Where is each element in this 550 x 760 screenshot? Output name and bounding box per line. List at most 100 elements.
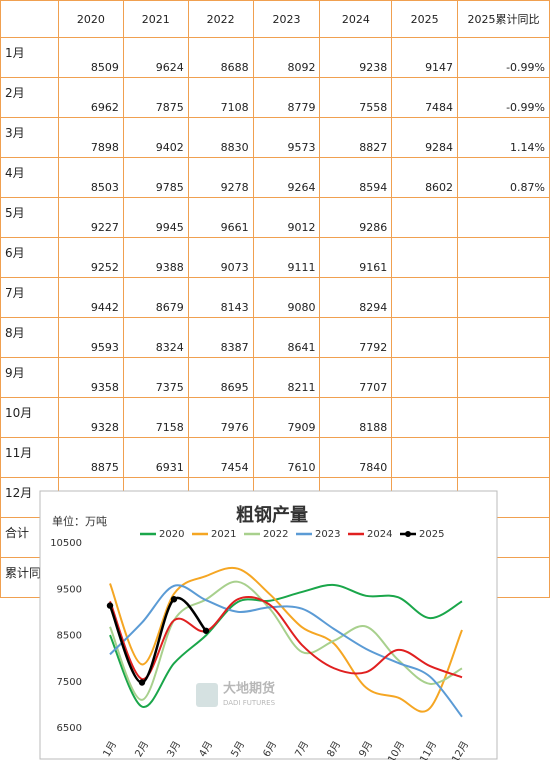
table-cell: 3月 <box>0 117 59 158</box>
table-cell <box>457 197 550 238</box>
table-cell: 9284 <box>391 117 459 158</box>
series-marker <box>106 602 114 609</box>
series-line <box>108 596 207 684</box>
table-cell: 9593 <box>57 317 124 358</box>
table-cell: 7898 <box>57 117 124 158</box>
table-cell: 8875 <box>57 437 124 478</box>
table-cell: 9111 <box>252 237 321 278</box>
table-cell: 8827 <box>319 117 393 158</box>
table-cell <box>457 397 550 438</box>
series-marker <box>138 679 146 686</box>
table-cell: 9402 <box>122 117 189 158</box>
table-cell: 0.87% <box>457 157 550 198</box>
unit-label: 单位：万吨 <box>52 514 107 528</box>
chart-title: 粗钢产量 <box>236 504 308 526</box>
table-cell <box>0 0 59 38</box>
watermark-logo <box>196 683 218 707</box>
table-cell: 9238 <box>319 37 393 78</box>
legend-label: 2023 <box>315 529 340 540</box>
chart: 粗钢产量 单位：万吨 大地期货 DADI FUTURES 6500 7500 850… <box>39 490 498 760</box>
legend-label: 2025 <box>419 529 444 540</box>
table-cell: 7454 <box>187 437 254 478</box>
table-cell: 9388 <box>122 237 189 278</box>
y-tick-label: 7500 <box>57 677 82 688</box>
table-cell: 9012 <box>252 197 321 238</box>
table-cell: 2023 <box>252 0 321 38</box>
legend-label: 2021 <box>211 529 236 540</box>
table-cell <box>457 277 550 318</box>
series-line <box>109 583 463 708</box>
table-cell <box>391 237 459 278</box>
table-cell: 7840 <box>319 437 393 478</box>
table-row: 2月 6962 7875 7108 8779 7558 7484 -0.99% <box>0 77 550 118</box>
table-row: 11月 8875 6931 7454 7610 7840 <box>0 437 550 478</box>
table-cell: 8092 <box>252 37 321 78</box>
table-cell <box>391 197 459 238</box>
table-cell <box>391 277 459 318</box>
table-cell: 7484 <box>391 77 459 118</box>
table-cell: 9278 <box>187 157 254 198</box>
table-cell: 9573 <box>252 117 321 158</box>
table-cell: 8679 <box>122 277 189 318</box>
series-marker <box>202 627 210 634</box>
table-cell: 2025 <box>391 0 459 38</box>
table-cell <box>457 317 550 358</box>
table-cell: 9月 <box>0 357 59 398</box>
table-cell <box>391 357 459 398</box>
table-cell: 7108 <box>187 77 254 118</box>
table-cell: 9945 <box>122 197 189 238</box>
table-cell: 9442 <box>57 277 124 318</box>
table-row: 1月 8509 9624 8688 8092 9238 9147 -0.99% <box>0 37 550 78</box>
table-cell <box>391 317 459 358</box>
y-tick-label: 10500 <box>50 538 82 549</box>
table-cell: 7558 <box>319 77 393 118</box>
table-cell: 5月 <box>0 197 59 238</box>
table-cell: 2022 <box>187 0 254 38</box>
y-tick-label: 9500 <box>57 584 82 595</box>
table-row: 5月 9227 9945 9661 9012 9286 <box>0 197 550 238</box>
table-cell: 4月 <box>0 157 59 198</box>
table-cell: 7375 <box>122 357 189 398</box>
watermark-subtext: DADI FUTURES <box>223 699 276 707</box>
table-cell: 8594 <box>319 157 393 198</box>
table-row: 3月 7898 9402 8830 9573 8827 9284 1.14% <box>0 117 550 158</box>
table-cell: 8294 <box>319 277 393 318</box>
table-cell: 9358 <box>57 357 124 398</box>
table-cell <box>457 237 550 278</box>
table-cell: 9073 <box>187 237 254 278</box>
table-cell: 8324 <box>122 317 189 358</box>
table-row: 9月 9358 7375 8695 8211 7707 <box>0 357 550 398</box>
table-cell: 7158 <box>122 397 189 438</box>
series-marker <box>170 596 178 603</box>
table-cell: 1.14% <box>457 117 550 158</box>
legend-marker <box>405 531 411 537</box>
table-cell: 2025累计同比 <box>457 0 550 38</box>
watermark: 大地期货 DADI FUTURES <box>196 681 276 707</box>
table-cell: 8211 <box>252 357 321 398</box>
table-row: 10月 9328 7158 7976 7909 8188 <box>0 397 550 438</box>
table-cell: 9227 <box>57 197 124 238</box>
table-row: 7月 9442 8679 8143 9080 8294 <box>0 277 550 318</box>
table-cell: 8188 <box>319 397 393 438</box>
table-cell: 2021 <box>122 0 189 38</box>
table-cell: 8688 <box>187 37 254 78</box>
table-cell: 8641 <box>252 317 321 358</box>
table-cell: 11月 <box>0 437 59 478</box>
table-cell: 1月 <box>0 37 59 78</box>
table-cell <box>457 437 550 478</box>
table-cell: 6月 <box>0 237 59 278</box>
table-cell: 7976 <box>187 397 254 438</box>
table-cell: 8143 <box>187 277 254 318</box>
table-cell: 7月 <box>0 277 59 318</box>
table-row: 6月 9252 9388 9073 9111 9161 <box>0 237 550 278</box>
watermark-text: 大地期货 <box>223 681 275 697</box>
header-row: 2020 2021 2022 2023 2024 2025 2025累计同比 <box>0 0 550 38</box>
table-cell: 8602 <box>391 157 459 198</box>
table-row: 4月 8503 9785 9278 9264 8594 8602 0.87% <box>0 157 550 198</box>
table-cell: 7909 <box>252 397 321 438</box>
legend-label: 2020 <box>159 529 184 540</box>
table-cell: 2月 <box>0 77 59 118</box>
table-cell: 9785 <box>122 157 189 198</box>
table-cell: -0.99% <box>457 77 550 118</box>
table-cell <box>391 437 459 478</box>
